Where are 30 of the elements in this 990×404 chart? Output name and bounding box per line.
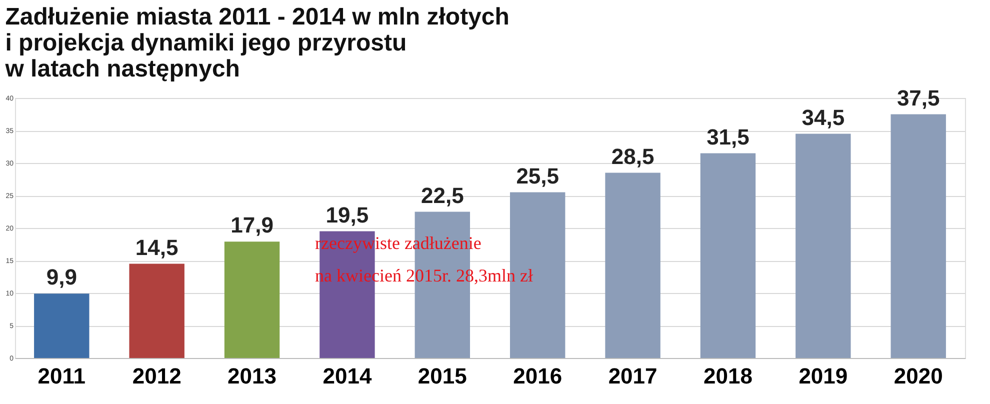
bar — [700, 153, 756, 358]
data-label: 28,5 — [611, 144, 654, 169]
data-label: 25,5 — [516, 163, 560, 188]
bar — [605, 172, 660, 358]
text: i projekcja dynamiki jego przyrostu — [5, 29, 407, 56]
x-tick-label: 2012 — [132, 364, 182, 388]
x-tick-label: 2019 — [798, 364, 848, 388]
text: w latach następnych — [5, 55, 240, 82]
x-tick-label: 2020 — [894, 364, 943, 388]
data-label: 19,5 — [326, 202, 369, 228]
x-tick-label: 2015 — [418, 364, 467, 388]
data-label: 14,5 — [135, 234, 178, 260]
bar — [890, 114, 946, 358]
data-label: 31,5 — [706, 124, 750, 150]
bar — [34, 294, 90, 358]
data-label: 34,5 — [802, 104, 845, 130]
x-tick-label: 2011 — [38, 364, 86, 388]
x-tick-label: 2013 — [228, 364, 276, 388]
bar — [224, 242, 280, 358]
bar — [129, 264, 184, 358]
x-tick-label: 2016 — [513, 364, 562, 388]
bar — [796, 134, 851, 358]
data-label: 9,9 — [46, 264, 77, 290]
data-label: 22,5 — [420, 182, 464, 208]
text: Zadłużenie miasta 2011 - 2014 w mln złotych — [5, 3, 510, 30]
data-label: 37,5 — [896, 85, 940, 110]
x-tick-label: 2018 — [704, 364, 752, 388]
x-tick-label: 2014 — [322, 364, 372, 388]
data-label: 17,9 — [230, 212, 274, 238]
x-tick-label: 2017 — [608, 364, 658, 388]
